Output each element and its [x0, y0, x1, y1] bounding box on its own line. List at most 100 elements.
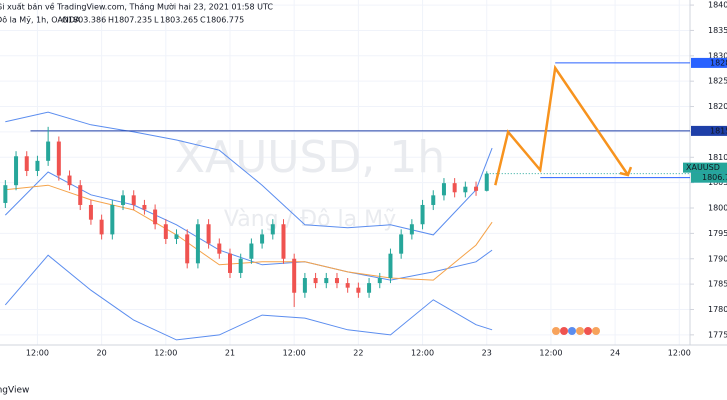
candle-body — [185, 234, 190, 264]
candle-body — [14, 156, 19, 186]
candle-body — [463, 186, 468, 193]
candle-body — [153, 209, 158, 225]
candle-body — [228, 253, 232, 273]
x-tick-label: 12:00 — [154, 349, 177, 358]
candle-body — [110, 204, 115, 235]
ohlc-header: O 1803.386 H 1807.235 L 1803.265 C 1806.775 — [62, 16, 244, 25]
candle-body — [131, 195, 136, 205]
x-tick-label: 12:00 — [283, 349, 306, 358]
x-tick-label: 23 — [482, 349, 492, 358]
symbol-label: XAUUSD — [686, 163, 720, 172]
candle-body — [302, 278, 307, 293]
candle-body — [3, 185, 8, 203]
y-tick-label: 1820 — [708, 102, 727, 111]
level-label: 1815.2 — [710, 126, 727, 135]
y-tick-label: 1835 — [708, 26, 727, 35]
y-tick-label: 1780 — [708, 305, 727, 314]
candle-body — [399, 234, 404, 254]
candle-body — [281, 224, 286, 259]
candle-body — [56, 141, 61, 176]
candle-body — [238, 258, 243, 273]
candle-body — [452, 183, 457, 193]
candle-body — [324, 278, 329, 284]
candle-body — [174, 234, 179, 239]
candle-body — [409, 224, 414, 235]
candle-body — [195, 224, 200, 264]
x-tick-label: 21 — [225, 349, 235, 358]
symbol-label-box — [683, 162, 727, 173]
x-tick-label: 20 — [97, 349, 107, 358]
candle-body — [46, 141, 51, 161]
candle-body — [24, 156, 29, 171]
watermark: XAUUSD, 1h — [175, 132, 445, 183]
projection-line — [494, 64, 630, 186]
indicator-line — [4, 171, 493, 281]
candle-body — [441, 183, 446, 196]
footer: TradingView — [0, 386, 29, 396]
candle-body — [78, 185, 83, 205]
candle-body — [420, 204, 425, 225]
candle-body — [313, 278, 318, 284]
candle-body — [67, 175, 72, 186]
candle-body — [484, 173, 489, 191]
candle-body — [163, 224, 168, 239]
candle-body — [292, 258, 297, 293]
candle-body — [474, 186, 479, 191]
y-tick-label: 1810 — [708, 153, 727, 162]
candle-body — [142, 204, 147, 210]
watermark-subtitle: Vàng / Đô la Mỹ — [224, 207, 396, 232]
y-tick-label: 1790 — [708, 254, 727, 263]
x-tick-label: 12:00 — [668, 349, 691, 358]
candle-body — [377, 278, 382, 284]
ohlc-value: 1807.235 — [114, 16, 152, 25]
event-icons — [552, 327, 600, 335]
candle-body — [260, 234, 265, 244]
x-tick-label: 12:00 — [26, 349, 49, 358]
candle-body — [88, 204, 93, 220]
candle-body — [270, 224, 275, 235]
indicator-line — [5, 111, 493, 236]
y-tick-label: 1840 — [708, 1, 727, 10]
candle-body — [431, 195, 436, 205]
ohlc-value: 1803.265 — [160, 16, 198, 25]
projection-arrowhead — [619, 166, 633, 177]
price-label: 1806.775 — [702, 173, 727, 182]
x-tick-label: 12:00 — [539, 349, 562, 358]
y-tick-label: 1795 — [708, 229, 727, 238]
candle-body — [99, 219, 104, 235]
candle-body — [356, 287, 361, 293]
candle-body — [206, 224, 211, 244]
candle-body — [334, 278, 339, 284]
instrument: Đô la Mỹ, 1h, OANDA — [0, 15, 81, 25]
ohlc-value: 1803.386 — [68, 16, 106, 25]
ohlc-label: C — [200, 16, 206, 25]
y-tick-label: 1775 — [708, 330, 727, 339]
ohlc-label: L — [154, 16, 159, 25]
candle-body — [388, 253, 393, 279]
candle-body — [367, 283, 372, 293]
candle-body — [35, 160, 40, 171]
published-note: Gi xuất bản về TradingView.com, Tháng Mư… — [0, 2, 273, 12]
x-tick-label: 24 — [610, 349, 620, 358]
candle-body — [121, 195, 126, 205]
level-label: 1828.6 — [710, 58, 727, 67]
candle-body — [345, 283, 350, 288]
ohlc-label: O — [62, 16, 68, 25]
indicator-line — [4, 254, 493, 341]
x-tick-label: 22 — [353, 349, 363, 358]
candle-body — [217, 243, 222, 254]
y-tick-label: 1800 — [708, 204, 727, 213]
ohlc-label: H — [108, 16, 114, 25]
level-label-box — [691, 57, 727, 68]
y-tick-label: 1830 — [708, 51, 727, 60]
ohlc-value: 1806.775 — [206, 16, 244, 25]
y-tick-label: 1785 — [708, 280, 727, 289]
level-label-box — [691, 125, 727, 136]
price-label-box — [691, 172, 727, 183]
y-tick-label: 1825 — [708, 77, 727, 86]
y-tick-label: 1805 — [708, 178, 727, 187]
x-tick-label: 12:00 — [411, 349, 434, 358]
candle-body — [249, 243, 254, 259]
